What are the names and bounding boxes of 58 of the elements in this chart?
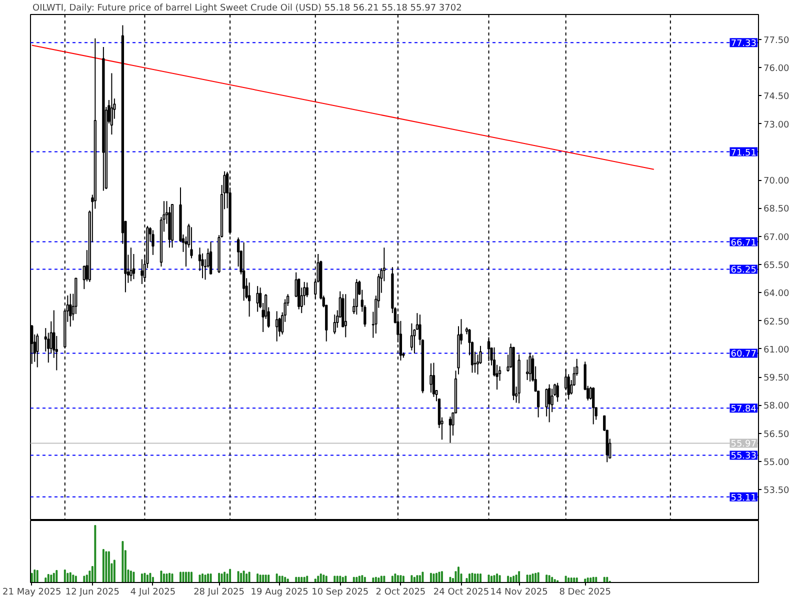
y-tick-label: 70.00 xyxy=(764,176,790,187)
y-tick-label: 61.00 xyxy=(764,345,790,356)
chart-title: OILWTI, Daily: Future price of barrel Light Sweet Crude Oil (USD) 55.18 56.21 55.18 55.97 3702 xyxy=(32,4,462,14)
x-tick-label: 24 Oct 2025 xyxy=(433,588,490,598)
x-tick-label: 10 Sep 2025 xyxy=(312,588,369,598)
y-tick-label: 73.00 xyxy=(764,120,790,130)
y-tick-label: 67.00 xyxy=(764,232,790,243)
candlestick xyxy=(69,293,72,328)
x-tick-label: 19 Aug 2025 xyxy=(250,588,308,598)
candlestick xyxy=(592,386,595,425)
ref-line-label: 60.77 xyxy=(730,350,756,360)
y-tick-label: 62.50 xyxy=(764,317,790,328)
ref-line-label: 55.97 xyxy=(730,440,756,450)
ref-line-label: 55.33 xyxy=(730,452,756,462)
y-tick-label: 77.50 xyxy=(764,36,790,46)
candlestick xyxy=(209,241,212,275)
candlestick xyxy=(333,314,336,335)
candlestick xyxy=(248,282,251,318)
candlestick xyxy=(548,384,551,423)
candlestick xyxy=(36,333,39,368)
ref-line-label: 65.25 xyxy=(730,266,756,276)
candlestick xyxy=(528,352,532,382)
ref-line-label: 71.51 xyxy=(730,148,756,158)
y-tick-label: 53.50 xyxy=(764,486,790,496)
ref-line-label: 66.71 xyxy=(730,238,756,248)
y-tick-label: 76.00 xyxy=(764,64,790,74)
candlestick xyxy=(276,310,278,342)
candlestick xyxy=(448,416,452,444)
candlestick xyxy=(256,286,259,312)
x-tick-label: 21 May 2025 xyxy=(2,588,62,598)
y-tick-label: 59.50 xyxy=(764,374,790,384)
candlestick xyxy=(556,382,559,402)
y-tick-label: 74.50 xyxy=(764,92,790,102)
candlestick xyxy=(140,258,144,285)
ref-line-label: 57.84 xyxy=(730,404,757,415)
candlestick xyxy=(410,322,414,351)
y-tick-label: 64.00 xyxy=(764,289,790,300)
x-tick-label: 2 Oct 2025 xyxy=(376,588,426,598)
candlestick xyxy=(152,230,154,256)
x-tick-label: 28 Jul 2025 xyxy=(194,588,245,598)
y-tick-label: 68.50 xyxy=(764,204,790,215)
y-tick-label: 65.50 xyxy=(764,261,790,271)
y-tick-label: 55.00 xyxy=(764,458,790,468)
candlestick xyxy=(432,362,436,398)
y-tick-label: 58.00 xyxy=(764,402,790,412)
ref-line-label: 77.33 xyxy=(730,39,756,50)
candlestick xyxy=(190,226,193,259)
x-tick-label: 8 Dec 2025 xyxy=(559,588,611,598)
candlestick xyxy=(110,72,114,136)
x-tick-label: 12 Jun 2025 xyxy=(65,588,120,598)
ref-line-label: 53.11 xyxy=(730,493,756,504)
x-tick-label: 14 Nov 2025 xyxy=(490,588,548,598)
candlestick xyxy=(344,294,347,338)
x-tick-label: 4 Jul 2025 xyxy=(130,588,176,598)
candlestick xyxy=(130,247,132,282)
candlestick xyxy=(242,242,246,302)
y-tick-label: 56.50 xyxy=(764,430,790,440)
candlestick xyxy=(430,362,432,394)
